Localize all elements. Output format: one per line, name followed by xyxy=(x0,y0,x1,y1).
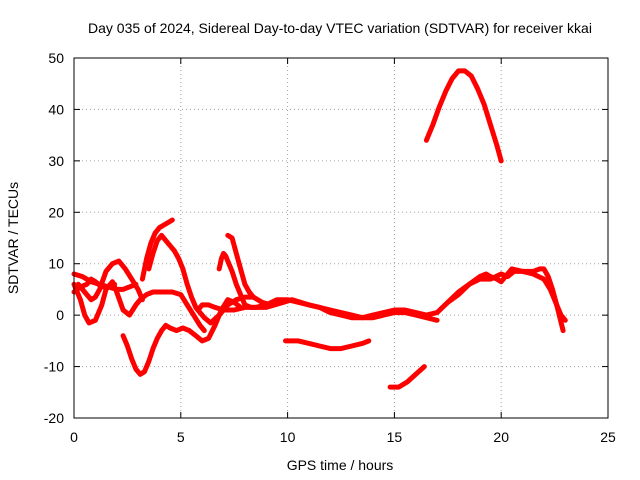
y-tick-label: 50 xyxy=(48,50,64,66)
series-line-arc-m xyxy=(387,364,427,390)
x-tick-label: 20 xyxy=(493,429,509,445)
series-line-arc-i xyxy=(225,232,256,300)
x-tick-label: 0 xyxy=(70,429,78,445)
y-tick-label: 0 xyxy=(56,307,64,323)
series-line-arc-j xyxy=(195,268,566,334)
series-line-arc-l xyxy=(283,338,372,352)
series-line-arc-f xyxy=(139,217,175,282)
y-tick-label: 40 xyxy=(48,101,64,117)
y-tick-label: -10 xyxy=(44,359,64,375)
x-tick-label: 5 xyxy=(177,429,185,445)
y-axis-label: SDTVAR / TECUs xyxy=(5,182,21,294)
series-line-arc-k xyxy=(445,266,568,323)
x-tick-label: 25 xyxy=(600,429,616,445)
y-tick-label: 30 xyxy=(48,153,64,169)
series-line-arc-n xyxy=(423,68,504,164)
x-tick-label: 10 xyxy=(280,429,296,445)
y-tick-label: 10 xyxy=(48,256,64,272)
data-series xyxy=(71,68,568,390)
series-line-arc-a xyxy=(71,279,207,334)
plot-frame xyxy=(73,57,609,419)
y-tick-label: -20 xyxy=(44,410,64,426)
x-axis-label: GPS time / hours xyxy=(287,457,394,473)
y-tick-label: 20 xyxy=(48,204,64,220)
x-tick-label: 15 xyxy=(387,429,403,445)
series-line-arc-d xyxy=(71,276,118,295)
grid-lines xyxy=(74,58,608,418)
series-line-arc-c xyxy=(75,258,145,303)
chart-title: Day 035 of 2024, Sidereal Day-to-day VTE… xyxy=(88,20,592,36)
axis-ticks: 0 5 10 15 20 25 -20 -10 0 10 20 30 40 50 xyxy=(44,50,616,445)
